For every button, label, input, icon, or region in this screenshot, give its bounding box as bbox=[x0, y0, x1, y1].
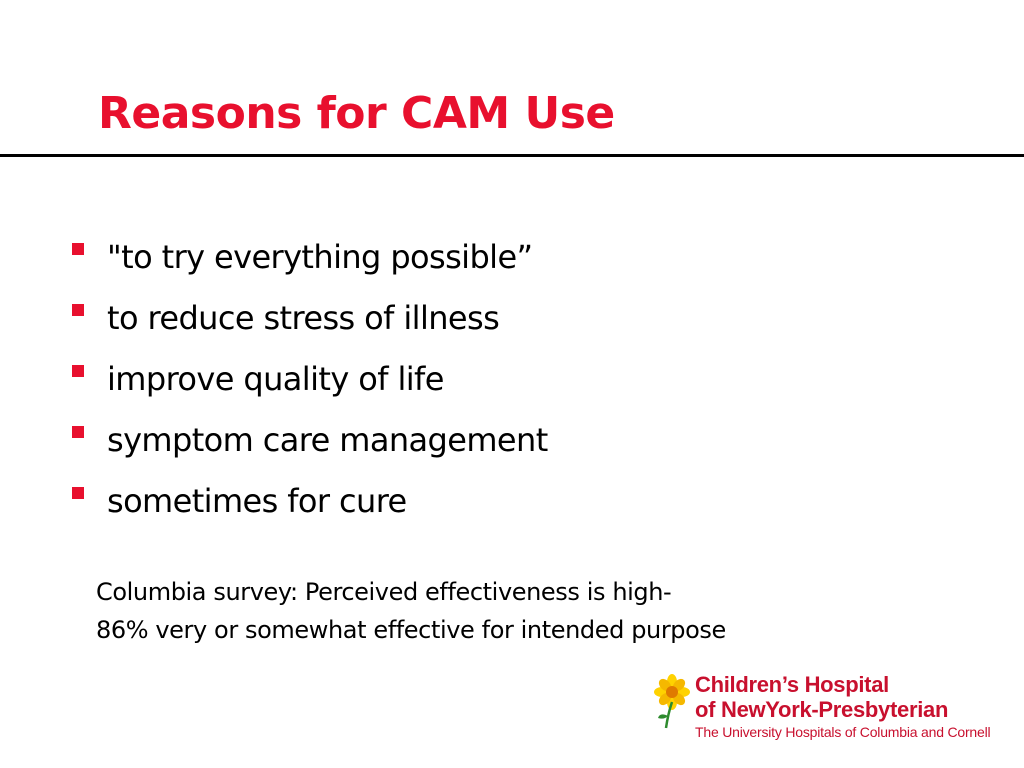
square-bullet-icon bbox=[72, 425, 84, 438]
bullet-text: symptom care management bbox=[107, 420, 548, 459]
slide-title: Reasons for CAM Use bbox=[98, 88, 615, 139]
bullet-list: "to try everything possible” to reduce s… bbox=[72, 226, 548, 531]
survey-note-line: Columbia survey: Perceived effectiveness… bbox=[96, 578, 672, 606]
sunflower-icon bbox=[654, 674, 690, 729]
hospital-logo: Children’s Hospital of NewYork-Presbyter… bbox=[654, 668, 1004, 748]
square-bullet-icon bbox=[72, 303, 84, 316]
square-bullet-icon bbox=[72, 486, 84, 499]
bullet-text: to reduce stress of illness bbox=[107, 298, 500, 337]
title-divider bbox=[0, 154, 1024, 157]
logo-name-line1: Children’s Hospital bbox=[695, 672, 889, 697]
survey-note-line: 86% very or somewhat effective for inten… bbox=[96, 616, 726, 644]
bullet-text: improve quality of life bbox=[107, 359, 444, 398]
square-bullet-icon bbox=[72, 242, 84, 255]
logo-tagline: The University Hospitals of Columbia and… bbox=[695, 724, 991, 740]
bullet-item: symptom care management bbox=[72, 409, 548, 470]
bullet-text: "to try everything possible” bbox=[107, 237, 533, 276]
bullet-item: sometimes for cure bbox=[72, 470, 548, 531]
bullet-item: improve quality of life bbox=[72, 348, 548, 409]
bullet-item: "to try everything possible” bbox=[72, 226, 548, 287]
logo-name-line2: of NewYork-Presbyterian bbox=[695, 697, 949, 722]
survey-note: Columbia survey: Perceived effectiveness… bbox=[96, 573, 726, 649]
bullet-text: sometimes for cure bbox=[107, 481, 407, 520]
bullet-item: to reduce stress of illness bbox=[72, 287, 548, 348]
square-bullet-icon bbox=[72, 364, 84, 377]
